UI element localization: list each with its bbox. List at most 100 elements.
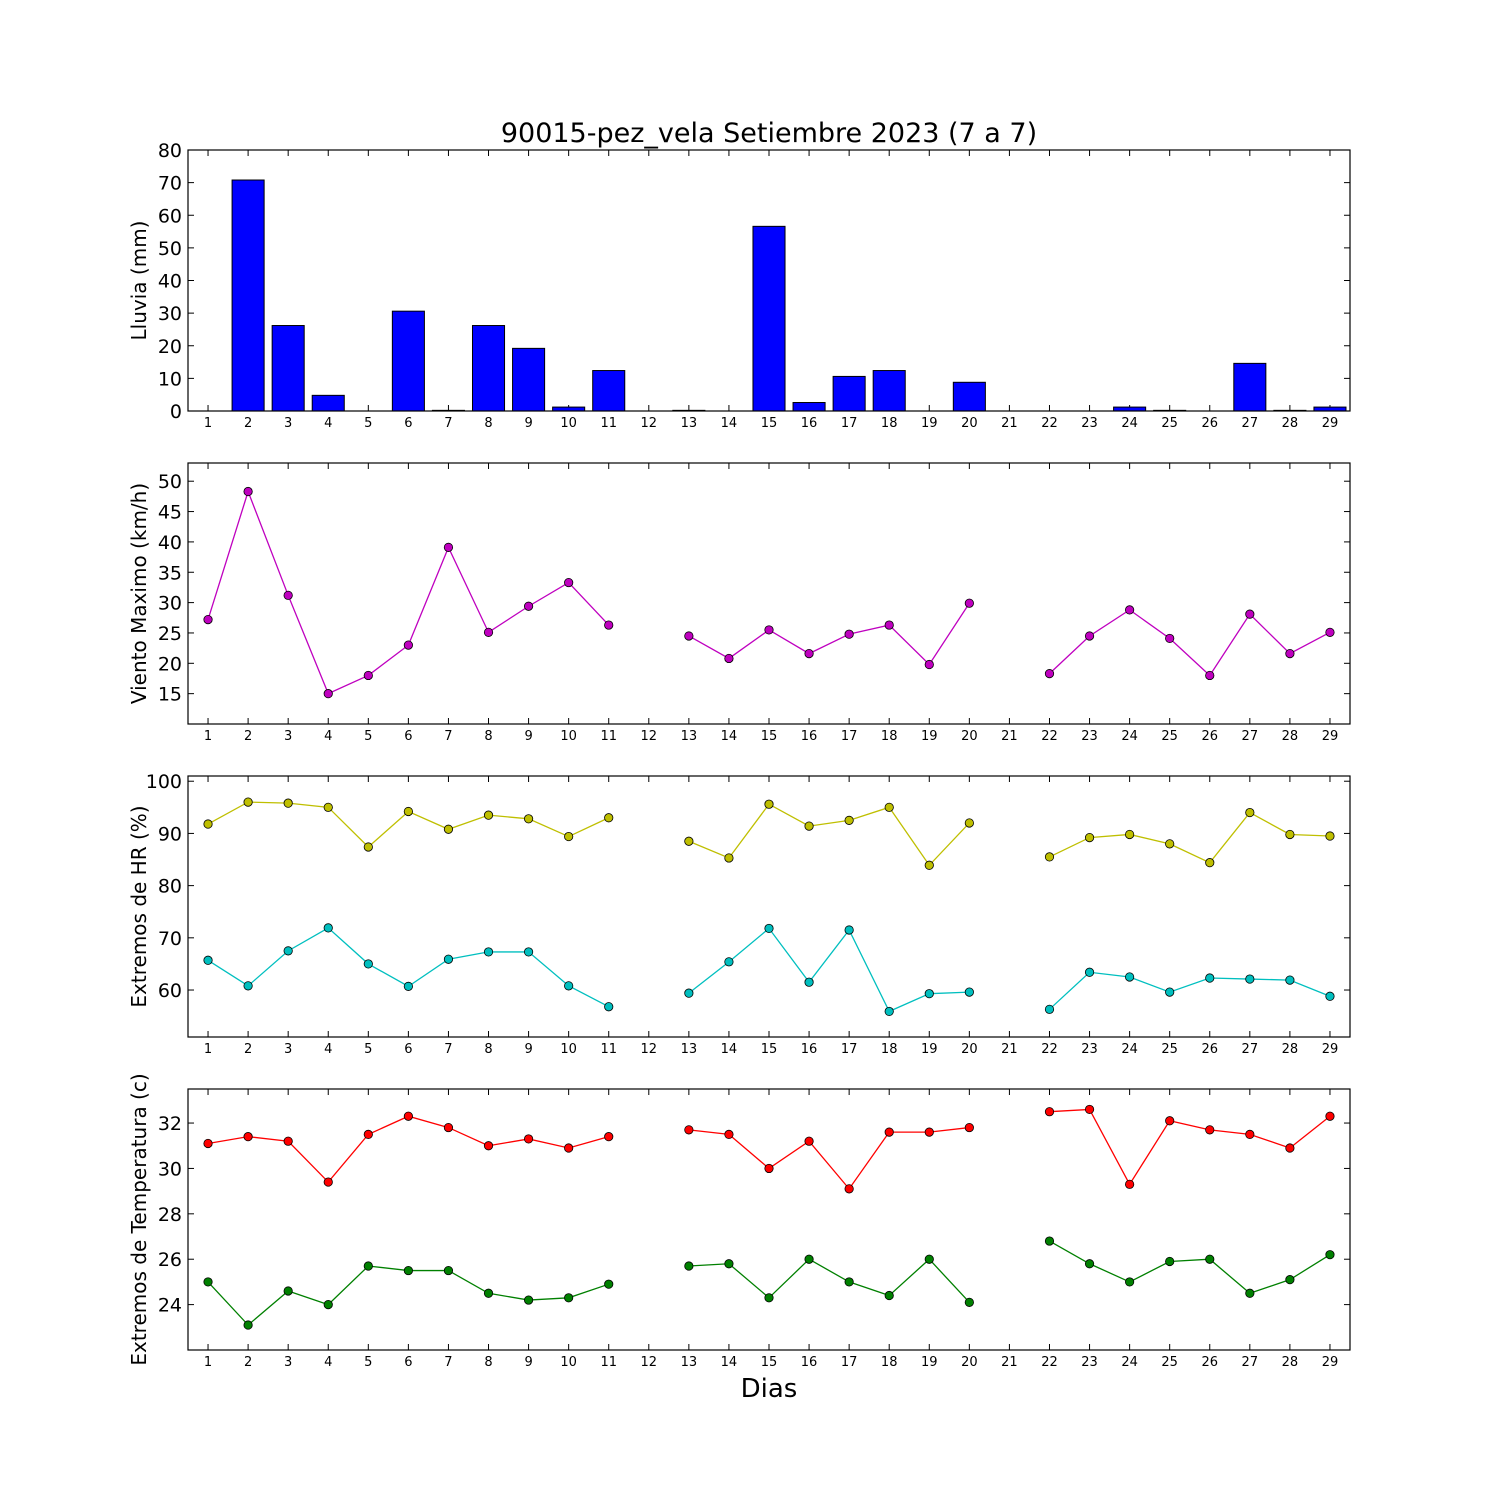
temperature-y-tick-label: 30 xyxy=(158,1158,182,1180)
temperature-x-tick-label: 21 xyxy=(1001,1355,1018,1370)
humidity-x-tick-label: 28 xyxy=(1282,1042,1299,1057)
humidity-series-1-point xyxy=(684,988,694,998)
rain-x-tick-label: 6 xyxy=(404,416,412,431)
rain-x-tick-label: 24 xyxy=(1121,416,1138,431)
temperature-series-1-point xyxy=(1165,1256,1175,1267)
rain-bar xyxy=(391,310,425,412)
rain-y-tick-label: 30 xyxy=(158,303,182,325)
wind-x-tick-label: 25 xyxy=(1161,729,1178,744)
wind-series-0-point xyxy=(443,542,454,552)
temperature-series-0-point xyxy=(443,1122,454,1133)
wind-y-tick-label: 30 xyxy=(158,593,182,615)
temperature-y-axis-label: Extremos de Temperatura (c) xyxy=(127,1073,151,1365)
humidity-series-0-point xyxy=(1044,852,1055,862)
temperature-series-1-point xyxy=(1205,1254,1215,1264)
humidity-y-tick-label: 70 xyxy=(158,928,182,950)
temperature-x-tick-label: 20 xyxy=(961,1355,978,1370)
temperature-series-1-point xyxy=(764,1293,774,1303)
humidity-x-tick-label: 7 xyxy=(444,1042,452,1057)
humidity-x-tick-label: 25 xyxy=(1161,1042,1178,1057)
temperature-x-tick-label: 5 xyxy=(364,1355,372,1370)
humidity-x-tick-label: 22 xyxy=(1041,1042,1058,1057)
humidity-series-1-line xyxy=(207,927,610,1008)
temperature-series-1-point xyxy=(243,1320,253,1330)
temperature-series-0-point xyxy=(604,1132,614,1142)
x-axis-label: Dias xyxy=(741,1374,798,1404)
temperature-x-tick-label: 27 xyxy=(1242,1355,1259,1370)
temperature-series-0-point xyxy=(203,1138,213,1149)
temperature-series-0-point xyxy=(924,1127,934,1137)
wind-series-0-point xyxy=(1044,669,1055,679)
wind-series-0-point xyxy=(684,631,694,641)
temperature-x-tick-label: 24 xyxy=(1121,1355,1138,1370)
humidity-series-1-point xyxy=(564,981,574,991)
rain-bar xyxy=(752,225,786,412)
temperature-series-1-point xyxy=(523,1295,534,1305)
temperature-series-1-point xyxy=(724,1259,734,1269)
temperature-x-tick-label: 11 xyxy=(600,1355,617,1370)
wind-x-tick-label: 14 xyxy=(721,729,738,744)
humidity-x-tick-label: 8 xyxy=(484,1042,492,1057)
humidity-x-tick-label: 13 xyxy=(681,1042,698,1057)
wind-x-tick-label: 10 xyxy=(560,729,577,744)
rain-x-tick-label: 12 xyxy=(641,416,658,431)
wind-x-tick-label: 9 xyxy=(524,729,532,744)
temperature-x-tick-label: 1 xyxy=(204,1355,212,1370)
humidity-series-1-point xyxy=(924,989,934,999)
temperature-x-tick-label: 29 xyxy=(1322,1355,1339,1370)
humidity-x-tick-label: 2 xyxy=(244,1042,252,1057)
temperature-x-tick-label: 17 xyxy=(841,1355,858,1370)
wind-axes-frame xyxy=(187,462,1351,725)
temperature-series-0-point xyxy=(283,1136,293,1146)
humidity-x-tick-label: 15 xyxy=(761,1042,778,1057)
temperature-series-1-point xyxy=(604,1279,614,1289)
rain-x-tick-label: 26 xyxy=(1201,416,1218,431)
wind-series-0-point xyxy=(1285,648,1295,659)
wind-x-tick-label: 28 xyxy=(1282,729,1299,744)
humidity-series-0-point xyxy=(203,819,213,829)
wind-series-0-point xyxy=(1325,627,1335,637)
temperature-y-tick-label: 32 xyxy=(158,1113,182,1135)
temperature-series-0-line xyxy=(207,1115,609,1184)
temperature-series-0-point xyxy=(1084,1104,1095,1115)
humidity-x-tick-label: 19 xyxy=(921,1042,938,1057)
humidity-series-0-point xyxy=(724,853,734,863)
rain-x-tick-label: 21 xyxy=(1001,416,1018,431)
rain-x-tick-label: 4 xyxy=(324,416,332,431)
wind-x-tick-label: 16 xyxy=(801,729,818,744)
temperature-x-tick-label: 25 xyxy=(1161,1355,1178,1370)
temperature-series-0-point xyxy=(1125,1179,1135,1189)
humidity-x-tick-label: 3 xyxy=(284,1042,292,1057)
humidity-series-0-point xyxy=(443,824,454,834)
temperature-series-1-point xyxy=(1285,1275,1295,1285)
temperature-x-tick-label: 23 xyxy=(1081,1355,1098,1370)
humidity-series-0-point xyxy=(243,797,253,807)
temperature-x-tick-label: 3 xyxy=(284,1355,292,1370)
temperature-y-tick-label: 24 xyxy=(158,1295,182,1317)
humidity-series-0-point xyxy=(964,818,974,828)
temperature-series-1-point xyxy=(483,1288,494,1298)
humidity-series-0-point xyxy=(483,810,494,820)
rain-x-tick-label: 14 xyxy=(721,416,738,431)
wind-series-0-point xyxy=(1125,605,1135,615)
rain-x-tick-label: 7 xyxy=(444,416,452,431)
rain-x-tick-label: 20 xyxy=(961,416,978,431)
humidity-x-tick-label: 4 xyxy=(324,1042,332,1057)
rain-x-tick-label: 23 xyxy=(1081,416,1098,431)
humidity-x-tick-label: 10 xyxy=(560,1042,577,1057)
rain-x-tick-label: 18 xyxy=(881,416,898,431)
rain-x-tick-label: 17 xyxy=(841,416,858,431)
wind-series-0-point xyxy=(964,598,974,608)
humidity-series-1-point xyxy=(964,987,974,997)
wind-series-0-point xyxy=(363,670,373,681)
wind-x-tick-label: 27 xyxy=(1242,729,1259,744)
temperature-series-0-point xyxy=(243,1132,253,1142)
humidity-x-tick-label: 9 xyxy=(524,1042,532,1057)
humidity-series-0-point xyxy=(1165,839,1175,849)
humidity-series-0-point xyxy=(403,806,413,817)
wind-x-tick-label: 15 xyxy=(761,729,778,744)
temperature-series-0-point xyxy=(323,1177,333,1187)
rain-x-tick-label: 1 xyxy=(204,416,212,431)
rain-y-tick-label: 0 xyxy=(170,401,182,423)
